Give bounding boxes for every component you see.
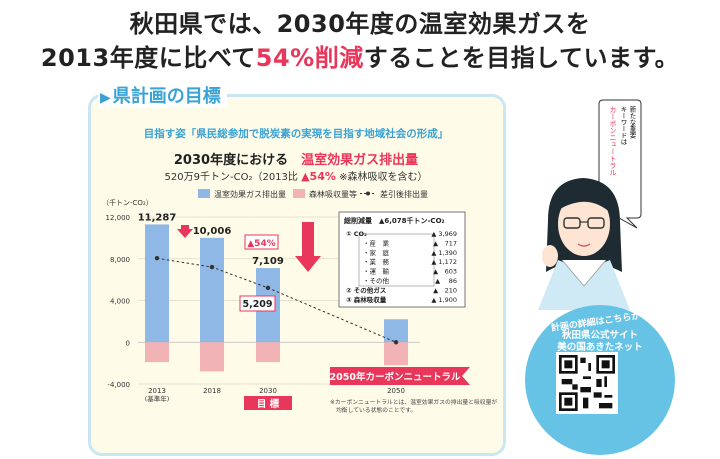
headline-pre: 2013年度に比べて: [40, 44, 256, 72]
net-emission-line: [156, 257, 397, 343]
arrow-2018: [177, 225, 193, 238]
legend-label: 温室効果ガス排出量: [214, 189, 286, 199]
breakdown-row-label: ・家 庭: [363, 248, 390, 257]
net-emission-point: [393, 340, 399, 345]
chart-sub-a: 520万9千トン-CO₂（2013比: [164, 172, 298, 183]
neutral-banner: [330, 367, 470, 385]
target-label: 目 標: [257, 398, 280, 410]
breakdown-row-value: ▲ 210: [433, 286, 457, 294]
net-emission-point: [209, 264, 215, 270]
legend-swatch-emission: [198, 189, 210, 198]
net-emission-point: [154, 256, 160, 261]
breakdown-title: 総削減量 ▲6,078千トン-CO₂: [344, 216, 445, 225]
bubble-text-c: カーボンニュートラル: [609, 106, 617, 176]
reduction-label: ▲54%: [247, 239, 275, 249]
y-tick-label: 8,000: [110, 256, 130, 264]
legend-label: 差引後排出量: [380, 189, 428, 199]
character-illustration: [538, 178, 630, 310]
chart-title-a: 2030年度における: [173, 153, 289, 168]
chart-subtitle: 520万9千トン-CO₂（2013比 ▲54% ※森林吸収を含む）: [96, 168, 496, 183]
x-tick-label: 2030: [259, 387, 277, 395]
bar-emission: [384, 319, 408, 343]
panel-title-text: 県計画の目標: [112, 86, 221, 107]
triangle-icon: ▶: [100, 90, 111, 106]
breakdown-row-value: ▲ 1,900: [431, 296, 457, 304]
bar-emission: [145, 224, 169, 343]
y-axis-label: （千トン-CO₂）: [102, 198, 153, 207]
breakdown-row-value: ▲ 86: [435, 277, 457, 285]
chart-title-b: 温室効果ガス排出量: [301, 153, 419, 168]
x-tick-label: 2018: [203, 387, 221, 395]
target-label-bg: [244, 396, 292, 410]
breakdown-row-label: ・その他: [363, 276, 390, 285]
breakdown-row-value: ▲ 717: [433, 239, 457, 247]
reduction-box: [244, 234, 279, 250]
neutral-label: 2050年カーボンニュートラル: [330, 371, 461, 383]
headline-line-2: 2013年度に比べて54%削減することを目指しています。: [0, 38, 720, 73]
x-tick-note: (基準年): [145, 394, 170, 403]
headline-line-1: 秋田県では、2030年度の温室効果ガスを: [129, 10, 591, 38]
arrow-2030: [295, 222, 321, 272]
bar-forest: [200, 342, 224, 372]
bubble-text-b: キーワードは: [619, 106, 627, 145]
qr-code[interactable]: [556, 352, 618, 414]
headline-highlight: 54%削減: [255, 44, 364, 72]
breakdown-inner-box: [358, 233, 435, 287]
qr-site-name: 秋田県公式サイト: [561, 330, 638, 341]
breakdown-row-value: ▲ 603: [433, 268, 457, 276]
bar-emission: [200, 237, 224, 343]
breakdown-row-label: ・運 輸: [363, 267, 390, 276]
data-label-emission: 11,287: [138, 212, 177, 223]
footnote-2: 均衡している状態のことです。: [336, 406, 416, 414]
y-tick-label: -4,000: [107, 381, 130, 389]
panel-subtitle: 目指す姿「県民総参加で脱炭素の実現を目指す地域社会の形成」: [143, 128, 449, 140]
breakdown-row-value: ▲ 1,390: [431, 249, 457, 257]
x-tick-label: 2050: [387, 387, 405, 395]
chart-sub-pct: ▲54%: [301, 170, 336, 183]
y-tick-label: 0: [126, 339, 130, 347]
breakdown-row-label: ③ 森林吸収量: [346, 295, 387, 304]
qr-site-sub: 美の国あきたネット: [557, 342, 643, 353]
net-label-box: [239, 295, 276, 312]
y-tick-label: 4,000: [110, 298, 130, 306]
data-label-net: 5,209: [242, 299, 272, 310]
breakdown-row-label: ① CO₂: [346, 230, 367, 238]
bar-forest: [256, 342, 280, 363]
data-label-emission: 7,109: [252, 256, 284, 267]
breakdown-row-label: ・産 業: [363, 238, 390, 247]
legend-label: 森林吸収量等: [309, 189, 357, 199]
net-emission-point: [265, 285, 271, 291]
breakdown-row-label: ・業 務: [363, 257, 390, 266]
breakdown-box: [338, 211, 466, 308]
bar-forest: [384, 342, 408, 366]
footnote-1: ※カーボンニュートラルとは、温室効果ガスの排出量と吸収量が: [330, 398, 497, 406]
x-tick-label: 2013: [148, 387, 166, 395]
chart-sub-b: ※森林吸収を含む）: [339, 172, 428, 183]
breakdown-row-label: ② その他ガス: [346, 285, 386, 294]
headline-post: することを目指しています。: [363, 44, 680, 72]
breakdown-row-value: ▲ 3,969: [431, 230, 457, 238]
panel-title: ▶ 県計画の目標: [98, 82, 227, 108]
chart-title: 2030年度における 温室効果ガス排出量: [96, 149, 496, 168]
bar-forest: [145, 342, 169, 363]
legend-swatch-forest: [293, 189, 305, 198]
data-label-emission: 10,006: [193, 226, 232, 237]
y-tick-label: 12,000: [106, 214, 131, 222]
legend-dot-net: [366, 191, 370, 196]
bubble-text-a: 新たな重要: [628, 105, 636, 140]
breakdown-row-value: ▲ 1,172: [431, 258, 457, 266]
